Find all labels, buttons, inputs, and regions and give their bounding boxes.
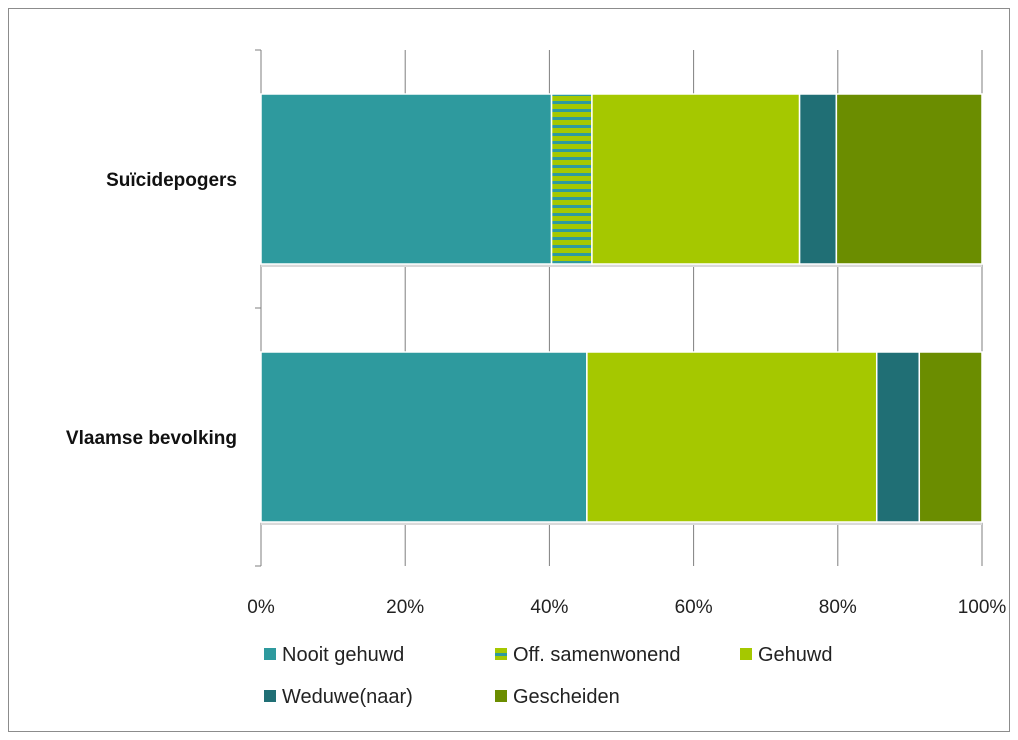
x-tick-label: 60% — [675, 597, 713, 618]
legend-label: Nooit gehuwd — [282, 644, 404, 666]
bars — [260, 93, 983, 525]
category-axis — [255, 49, 262, 567]
legend-swatch — [495, 690, 507, 702]
x-tick-labels: 0% 20% 40% 60% 80% 100% — [247, 597, 1006, 618]
legend-swatch — [264, 648, 276, 660]
x-tick-label: 40% — [530, 597, 568, 618]
legend-label: Gehuwd — [758, 644, 833, 666]
category-label: Suïcidepogers — [106, 170, 237, 191]
legend: Nooit gehuwd Off. samenwonend Gehuwd Weduwe… — [264, 644, 833, 708]
bar-segment — [875, 351, 921, 523]
legend-label: Weduwe(naar) — [282, 686, 413, 708]
bar-segment — [835, 93, 983, 265]
category-labels: Suïcidepogers Vlaamse bevolking — [66, 170, 237, 449]
bar-segment — [918, 351, 983, 523]
legend-swatch — [495, 648, 507, 660]
bar-segment — [586, 351, 878, 523]
bar-segment — [260, 93, 553, 265]
bar-segment — [550, 93, 593, 265]
bar-segment — [591, 93, 801, 265]
legend-label: Gescheiden — [513, 686, 620, 708]
x-tick-label: 0% — [247, 597, 275, 618]
bar-shadow — [261, 264, 982, 267]
legend-swatch — [264, 690, 276, 702]
legend-label: Off. samenwonend — [513, 644, 681, 666]
legend-swatch — [740, 648, 752, 660]
category-label: Vlaamse bevolking — [66, 428, 237, 449]
bar-segment — [798, 93, 838, 265]
bar-segment — [260, 351, 588, 523]
bar-shadow — [261, 522, 982, 525]
x-tick-label: 80% — [819, 597, 857, 618]
x-tick-label: 100% — [958, 597, 1007, 618]
x-tick-label: 20% — [386, 597, 424, 618]
